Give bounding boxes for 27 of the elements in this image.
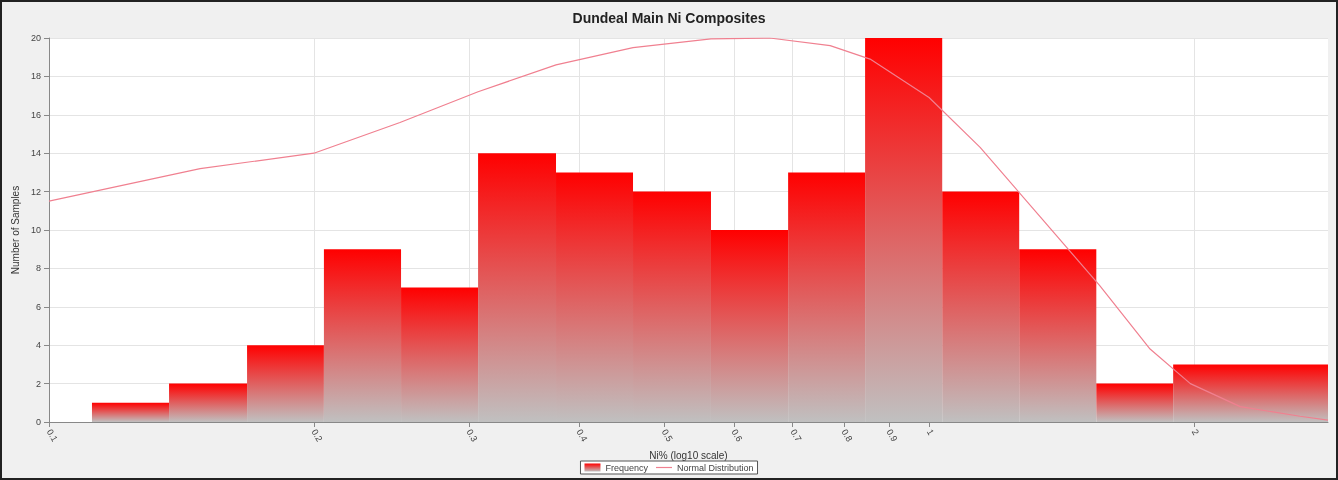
x-tick-label: 0.2: [309, 427, 325, 444]
x-axis-title: Ni% (log10 scale): [649, 450, 728, 462]
y-tick-label: 2: [35, 378, 41, 389]
x-tick-label: 0.7: [788, 427, 804, 444]
y-tick-label: 14: [30, 148, 41, 159]
x-tick-label: 0.6: [729, 427, 745, 444]
x-tick-label: 0.5: [659, 427, 675, 444]
x-tick-label: 0.1: [44, 427, 60, 444]
x-tick-label: 1: [924, 427, 936, 437]
chart-title: Dundeal Main Ni Composites: [572, 10, 766, 26]
y-axis-title: Number of Samples: [9, 185, 21, 275]
y-tick-label: 10: [30, 225, 41, 235]
y-tick-label: 12: [30, 186, 41, 197]
y-tick-label: 16: [30, 109, 41, 120]
y-tick-label: 4: [35, 340, 41, 351]
y-tick-label: 20: [30, 33, 41, 43]
y-tick-label: 8: [35, 263, 41, 274]
x-tick-label: 0.9: [884, 427, 900, 444]
x-tick-label: 2: [1189, 427, 1201, 437]
legend-label: Normal Distribution: [677, 462, 754, 473]
x-tick-label: 0.4: [574, 427, 590, 444]
y-tick-label: 18: [30, 71, 41, 82]
y-tick-label: 6: [35, 301, 41, 312]
x-tick-label: 0.8: [839, 427, 855, 444]
y-tick-label: 0: [35, 417, 41, 427]
legend-label: Frequency: [605, 462, 649, 473]
x-tick-label: 0.3: [464, 427, 480, 444]
